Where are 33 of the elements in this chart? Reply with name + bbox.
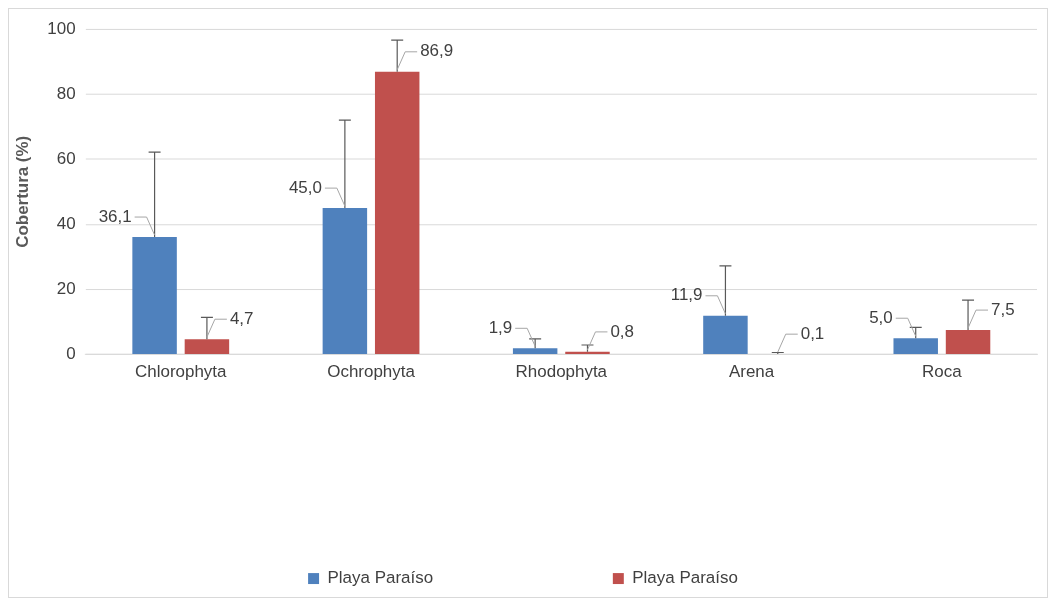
bar	[374, 71, 420, 354]
bar	[512, 348, 558, 354]
x-tick-label: Chlorophyta	[135, 362, 228, 382]
data-label: 5,0	[869, 307, 893, 327]
data-label: 7,5	[991, 299, 1015, 319]
bar	[565, 351, 610, 354]
data-label: 4,7	[229, 308, 254, 328]
data-label: 0,8	[610, 321, 634, 341]
bar	[945, 330, 991, 354]
data-label: 0,1	[800, 323, 825, 343]
data-label: 45,0	[288, 177, 322, 197]
y-tick-label: 100	[47, 18, 76, 38]
bar	[703, 315, 748, 354]
x-tick-label: Arena	[728, 362, 775, 382]
y-tick-label: 80	[56, 83, 76, 103]
legend-label: Playa Paraíso	[632, 568, 738, 588]
data-label: 36,1	[98, 206, 132, 226]
data-label: 86,9	[420, 41, 454, 61]
y-tick-label: 0	[66, 344, 76, 364]
x-tick-label: Rhodophyta	[515, 362, 608, 382]
bar	[893, 338, 938, 354]
y-axis-title: Cobertura (%)	[12, 135, 32, 248]
x-tick-label: Roca	[922, 362, 963, 382]
y-tick-label: 40	[56, 213, 76, 233]
legend-label: Playa Paraíso	[327, 568, 434, 588]
x-tick-label: Ochrophyta	[327, 362, 416, 382]
bar	[132, 236, 177, 354]
bar	[184, 339, 230, 354]
y-tick-label: 20	[56, 279, 76, 299]
data-label: 11,9	[670, 285, 703, 305]
y-tick-label: 60	[56, 148, 76, 168]
bar	[322, 208, 368, 354]
data-label: 1,9	[488, 317, 513, 337]
